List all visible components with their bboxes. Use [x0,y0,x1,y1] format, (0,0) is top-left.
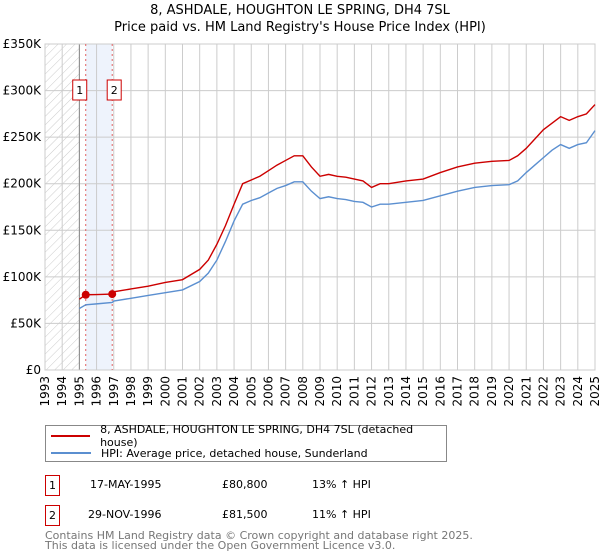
y-tick-label: £0 [26,363,41,377]
sale-marker-badge: 2 [45,505,60,526]
x-tick-label: 2022 [536,376,550,407]
y-tick-label: £200K [3,177,43,191]
x-tick-label: 2012 [365,376,379,407]
x-tick-label: 2017 [451,376,465,407]
sale-point [108,290,117,299]
y-tick-label: £250K [3,130,43,144]
sale-marker-label: 2 [111,84,118,97]
sale-row: 1 17-MAY-1995 £80,800 13% ↑ HPI [45,475,465,496]
legend-item-property: 8, ASHDALE, HOUGHTON LE SPRING, DH4 7SL … [51,423,446,449]
sale-point [81,290,90,299]
x-tick-label: 2024 [571,376,585,407]
sale-hpi-diff: 13% ↑ HPI [312,478,371,491]
legend-label: 8, ASHDALE, HOUGHTON LE SPRING, DH4 7SL … [100,423,414,449]
x-tick-label: 2013 [382,376,396,407]
x-tick-label: 2011 [347,376,361,407]
y-tick-label: £150K [3,223,43,237]
x-tick-label: 2003 [210,376,224,407]
x-tick-label: 1996 [90,376,104,407]
sale-marker-box [106,79,122,101]
sale-price: £80,800 [222,478,268,491]
x-tick-label: 2021 [519,376,533,407]
price-chart: £0 £50K £100K £150K £200K £250K £300K £350K 1993… [3,37,600,407]
sale-date: 29-NOV-1996 [88,508,162,521]
footer-copyright: Contains HM Land Registry data © Crown c… [45,529,473,542]
sale-marker-badge: 1 [45,475,60,496]
legend-item-hpi: HPI: Average price, detached house, Sund… [51,445,368,461]
blue-line-swatch [51,452,91,454]
x-tick-label: 1993 [38,376,52,407]
x-tick-label: 2014 [399,376,413,407]
sale-hpi-diff: 11% ↑ HPI [312,508,371,521]
y-tick-label: £350K [3,37,43,51]
red-line-swatch [51,435,91,437]
sale-price: £81,500 [222,508,268,521]
chart-title: 8, ASHDALE, HOUGHTON LE SPRING, DH4 7SL [150,3,450,18]
y-tick-label: £50K [10,316,42,330]
chart-subtitle: Price paid vs. HM Land Registry's House … [114,20,486,35]
footer-licence: This data is licensed under the Open Gov… [45,539,396,552]
x-tick-label: 2000 [158,376,172,407]
x-tick-label: 2001 [176,376,190,407]
x-tick-label: 1997 [107,376,121,407]
x-tick-label: 2009 [313,376,327,407]
x-tick-label: 2015 [416,376,430,407]
x-tick-label: 2020 [502,376,516,407]
x-tick-label: 2004 [227,376,241,407]
plot-frame [44,43,596,371]
sale-marker-box [72,79,88,101]
x-tick-label: 2006 [261,376,275,407]
x-tick-label: 2019 [485,376,499,407]
x-tick-label: 1995 [72,376,86,407]
sale-row: 2 29-NOV-1996 £81,500 11% ↑ HPI [45,505,465,526]
x-tick-label: 2005 [244,376,258,407]
footer: Contains HM Land Registry data © Crown c… [45,529,473,552]
price-paid-line [78,104,596,300]
y-tick-label: £300K [3,84,43,98]
x-tick-label: 1998 [124,376,138,407]
x-tick-label: 2008 [296,376,310,407]
x-tick-label: 2023 [554,376,568,407]
x-tick-label: 2010 [330,376,344,407]
y-tick-label: £100K [3,270,43,284]
x-tick-label: 2018 [468,376,482,407]
hpi-line [79,130,596,310]
x-tick-label: 2007 [279,376,293,407]
sale-date: 17-MAY-1995 [90,478,162,491]
x-tick-label: 2016 [433,376,447,407]
x-tick-label: 1999 [141,376,155,407]
x-tick-label: 2002 [193,376,207,407]
sale-marker-label: 1 [76,84,83,97]
x-tick-label: 1994 [55,376,69,407]
legend: 8, ASHDALE, HOUGHTON LE SPRING, DH4 7SL … [45,423,447,462]
x-tick-label: 2025 [588,376,600,407]
legend-label: HPI: Average price, detached house, Sund… [101,446,368,460]
